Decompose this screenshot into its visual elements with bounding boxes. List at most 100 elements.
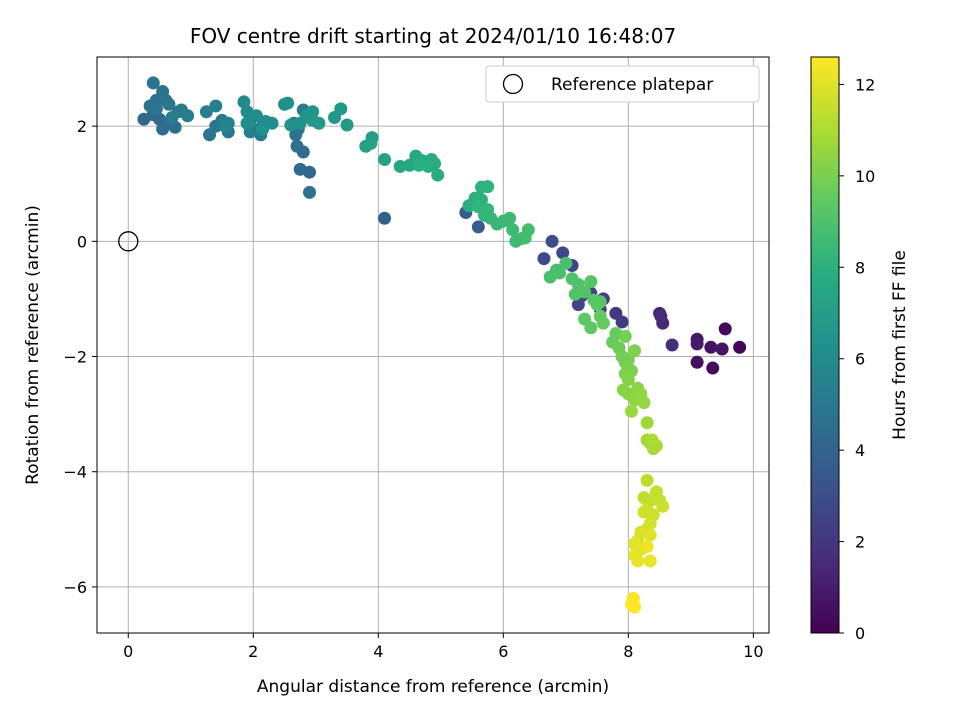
data-point [643, 554, 657, 568]
colorbar-tick-label: 10 [855, 167, 875, 186]
y-tick-label: −2 [63, 348, 87, 367]
colorbar-gradient [810, 56, 840, 634]
data-point [556, 246, 570, 260]
data-point [518, 231, 532, 245]
data-point [628, 600, 642, 614]
plot-frame [96, 56, 770, 634]
data-point [654, 309, 668, 323]
data-point [537, 252, 551, 266]
x-tick-label: 10 [743, 642, 763, 661]
data-point [281, 96, 295, 110]
colorbar-tick-label: 8 [855, 258, 865, 277]
data-point [359, 139, 373, 153]
data-point [640, 416, 654, 430]
colorbar: 0 2 4 6 8 10 12 Hours from first FF file [810, 56, 910, 643]
x-axis: 0 2 4 6 8 10 [123, 633, 764, 661]
data-point [471, 220, 485, 234]
data-point [146, 76, 160, 90]
x-tick-label: 6 [498, 642, 508, 661]
data-point [584, 321, 598, 335]
data-point [690, 337, 704, 351]
data-point [421, 159, 435, 173]
data-point [628, 344, 642, 358]
reference-point [118, 231, 139, 252]
x-axis-label: Angular distance from reference (arcmin) [257, 677, 609, 697]
x-tick-label: 4 [373, 642, 383, 661]
data-point [209, 99, 223, 113]
data-point [645, 433, 659, 447]
data-point [618, 329, 632, 343]
legend-box [485, 65, 760, 103]
data-point [718, 322, 732, 336]
y-tick-label: −6 [63, 578, 87, 597]
data-point [293, 162, 307, 176]
data-point [553, 266, 567, 280]
chart-title: FOV centre drift starting at 2024/01/10 … [190, 24, 676, 48]
x-tick-label: 0 [123, 642, 133, 661]
data-point [596, 316, 610, 330]
data-point [312, 116, 326, 130]
data-point [624, 404, 638, 418]
data-point [237, 95, 251, 109]
data-point [199, 105, 213, 119]
data-point [181, 109, 195, 123]
data-point [165, 110, 179, 124]
y-tick-label: 0 [77, 232, 87, 251]
data-point [256, 122, 270, 136]
data-point [506, 223, 520, 237]
reference-platepar-marker [118, 231, 139, 252]
x-tick-label: 2 [248, 642, 258, 661]
x-tick-label: 8 [623, 642, 633, 661]
colorbar-tick-label: 6 [855, 350, 865, 369]
legend: Reference platepar [485, 65, 760, 103]
data-point [637, 396, 651, 410]
colorbar-ticks: 0 2 4 6 8 10 12 [839, 75, 875, 643]
data-point [290, 139, 304, 153]
data-point [615, 315, 629, 329]
data-point [265, 116, 279, 130]
data-point [378, 153, 392, 167]
data-point [403, 158, 417, 172]
data-point [559, 256, 573, 270]
data-point [249, 109, 263, 123]
data-point [545, 234, 559, 248]
colorbar-tick-label: 2 [855, 533, 865, 552]
grid-lines [97, 57, 769, 633]
data-point [656, 499, 670, 513]
data-point [640, 473, 654, 487]
data-point [571, 298, 585, 312]
data-point [578, 285, 592, 299]
data-point [640, 540, 654, 554]
data-point [340, 118, 354, 132]
data-point [690, 355, 704, 369]
colorbar-tick-label: 4 [855, 441, 865, 460]
y-tick-label: −4 [63, 463, 87, 482]
data-point [168, 120, 182, 134]
y-axis: −6 −4 −2 0 2 [63, 117, 97, 597]
colorbar-tick-label: 12 [855, 75, 875, 94]
data-point [431, 168, 445, 182]
data-point [665, 338, 679, 352]
data-points [137, 76, 747, 614]
data-point [706, 361, 720, 375]
data-point [733, 340, 747, 354]
data-point [593, 295, 607, 309]
data-point [584, 275, 598, 289]
colorbar-label: Hours from first FF file [890, 250, 910, 440]
data-point [162, 97, 176, 111]
colorbar-tick-label: 0 [855, 624, 865, 643]
data-point [149, 102, 163, 116]
data-point [218, 119, 232, 133]
legend-label: Reference platepar [551, 75, 713, 95]
legend-marker [502, 73, 524, 95]
y-tick-label: 2 [77, 117, 87, 136]
data-point [631, 554, 645, 568]
y-axis-label: Rotation from reference (arcmin) [23, 205, 43, 485]
data-point [378, 211, 392, 225]
data-point [240, 116, 254, 130]
data-point [621, 373, 635, 387]
data-point [704, 340, 718, 354]
data-point [474, 180, 488, 194]
data-point [503, 211, 517, 225]
